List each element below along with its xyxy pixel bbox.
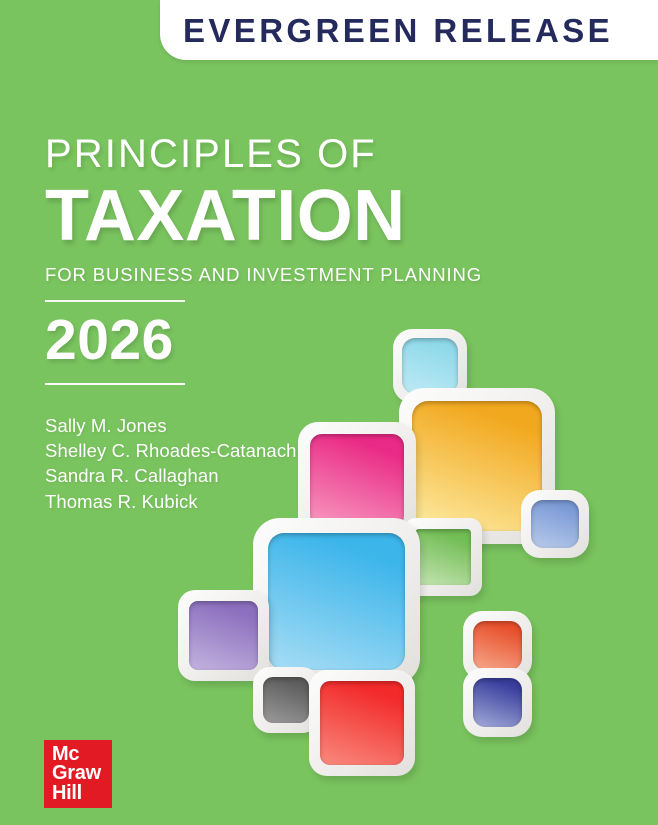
author-name: Shelley C. Rhoades-Catanach xyxy=(45,440,297,462)
author-list: Sally M. Jones Shelley C. Rhoades-Catanac… xyxy=(45,413,565,514)
evergreen-release-banner: EVERGREEN RELEASE xyxy=(160,0,658,60)
mcgraw-hill-logo: Mc Graw Hill xyxy=(44,740,112,808)
edition-year: 2026 xyxy=(45,307,174,372)
author-name: Thomas R. Kubick xyxy=(45,490,198,512)
graphic-square-purple xyxy=(178,590,269,681)
publisher-name-line: Mc xyxy=(52,742,80,765)
title-line-1: PRINCIPLES OF xyxy=(45,132,377,176)
subtitle: FOR BUSINESS AND INVESTMENT PLANNING xyxy=(45,264,483,286)
publisher-name-line: Hill xyxy=(52,781,82,804)
evergreen-release-label: EVERGREEN RELEASE xyxy=(182,11,614,49)
graphic-square-fill-orange xyxy=(473,621,522,670)
graphic-square-fill-indigo xyxy=(473,678,522,727)
publisher-name-line: Graw xyxy=(52,762,101,785)
title-block: PRINCIPLES OF TAXATION FOR BUSINESS AND … xyxy=(45,133,565,514)
author-name: Sally M. Jones xyxy=(45,414,167,436)
graphic-square-indigo xyxy=(463,668,532,737)
author-name: Sandra R. Callaghan xyxy=(45,465,219,487)
graphic-square-red xyxy=(309,670,415,776)
graphic-square-fill-gray xyxy=(263,677,309,723)
rule-below-year xyxy=(45,382,185,385)
graphic-square-fill-green xyxy=(415,529,471,585)
graphic-square-fill-red xyxy=(320,681,404,765)
title-line-2: TAXATION xyxy=(45,176,406,256)
graphic-square-green xyxy=(404,518,482,596)
rule-above-year xyxy=(45,299,185,302)
graphic-square-orange xyxy=(463,611,532,680)
graphic-square-fill-blue xyxy=(268,533,405,670)
graphic-square-fill-purple xyxy=(189,601,258,670)
graphic-square-gray xyxy=(253,667,319,733)
graphic-square-blue xyxy=(253,518,420,685)
